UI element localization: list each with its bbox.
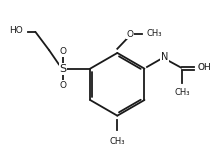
- Text: O: O: [127, 30, 133, 39]
- Text: N: N: [161, 52, 168, 62]
- Text: O: O: [198, 63, 210, 72]
- Text: O: O: [59, 47, 66, 56]
- Text: OH: OH: [198, 63, 212, 72]
- Text: O: O: [59, 81, 66, 90]
- Text: CH₃: CH₃: [147, 29, 162, 38]
- Text: CH₃: CH₃: [174, 88, 190, 97]
- Text: CH₃: CH₃: [110, 137, 125, 146]
- Text: HO: HO: [9, 26, 23, 35]
- Text: S: S: [59, 64, 67, 74]
- Text: O: O: [198, 63, 205, 72]
